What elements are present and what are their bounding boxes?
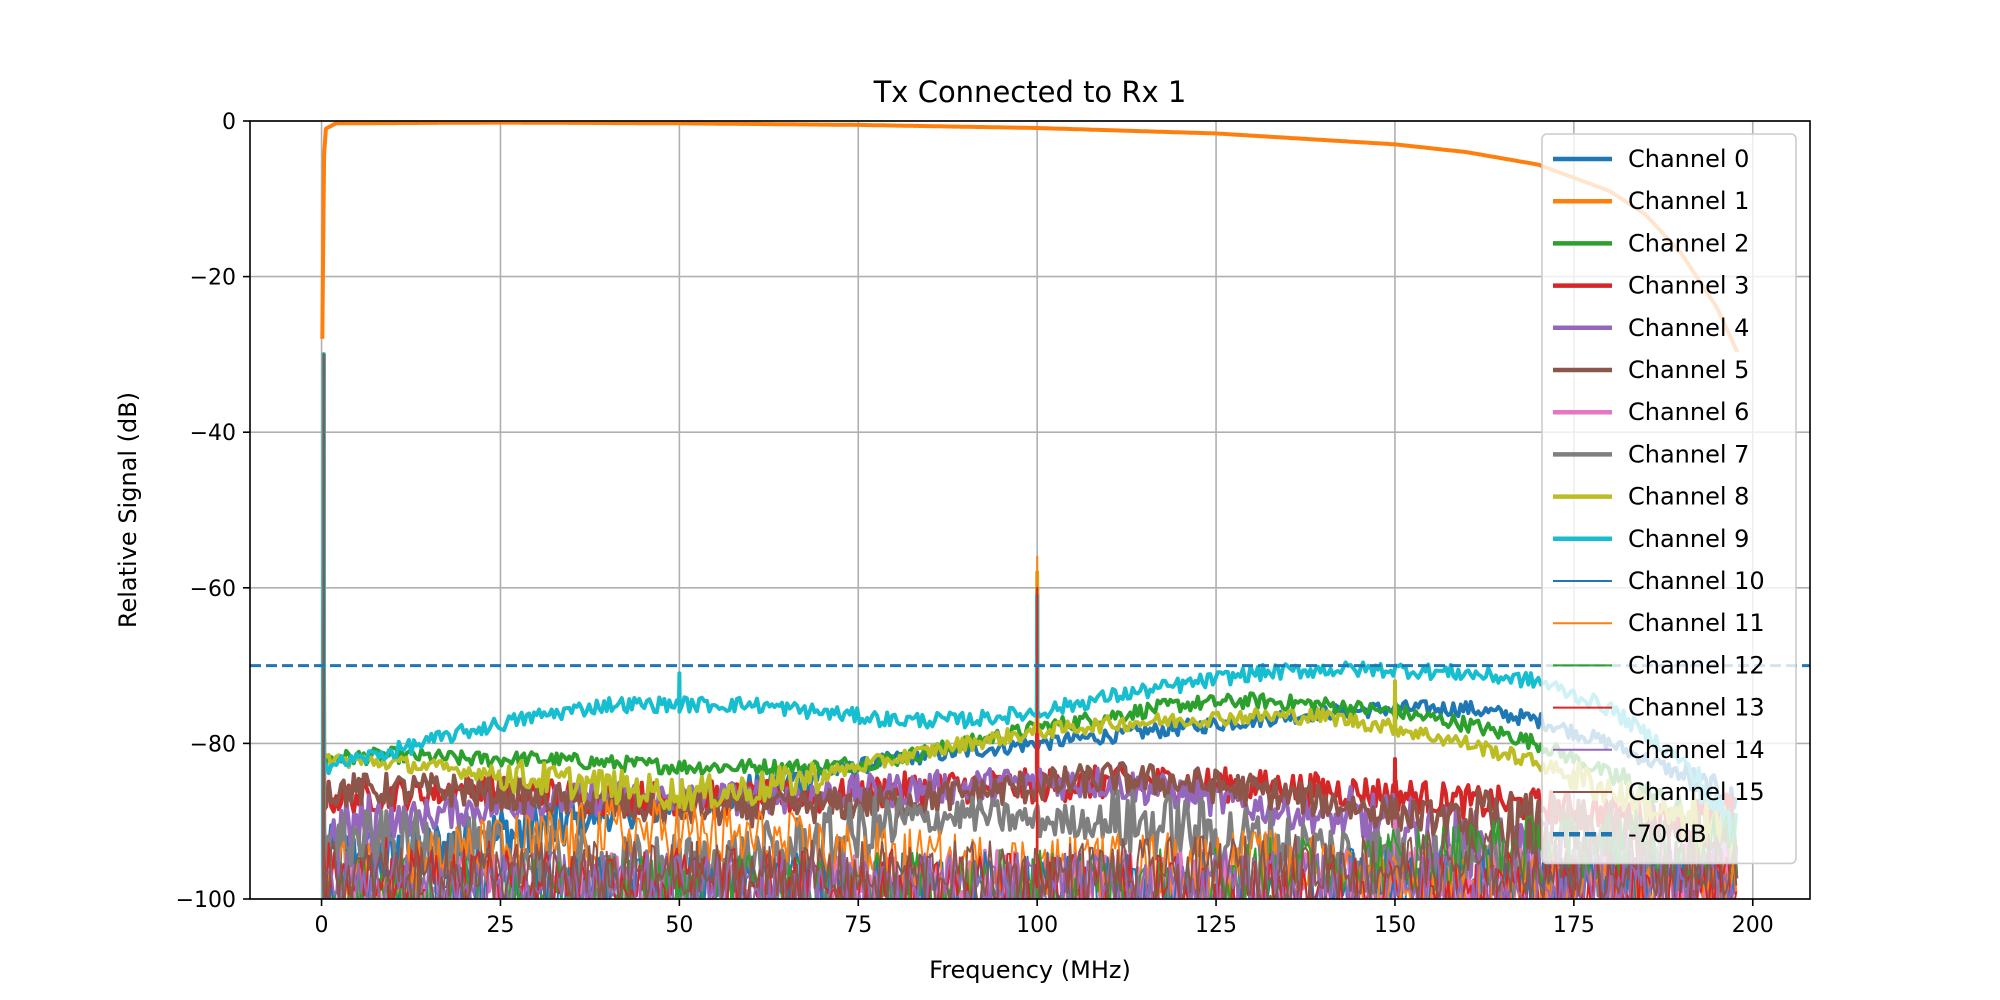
- x-tick-label: 50: [665, 913, 693, 938]
- x-tick-label: 175: [1553, 913, 1595, 938]
- legend-label: Channel 13: [1628, 694, 1765, 722]
- legend-label: Channel 6: [1628, 398, 1749, 426]
- x-tick-label: 25: [486, 913, 514, 938]
- legend-label: -70 dB: [1628, 820, 1707, 848]
- x-tick-label: 150: [1374, 913, 1416, 938]
- legend-label: Channel 9: [1628, 525, 1749, 553]
- y-tick-label: −80: [190, 732, 236, 757]
- legend-label: Channel 11: [1628, 609, 1765, 637]
- legend-box: [1541, 133, 1797, 865]
- series-line-channel-1: [320, 121, 1740, 353]
- series-line-channel-9: [321, 352, 1739, 899]
- chart-title: Tx Connected to Rx 1: [873, 75, 1187, 109]
- plot-frame: [249, 120, 1811, 900]
- y-tick-label: −20: [190, 266, 236, 291]
- y-axis-ticks: 0 −20 −40 −60 −80 −100: [176, 110, 250, 913]
- legend-label: Channel 5: [1628, 356, 1749, 384]
- legend-label: Channel 7: [1628, 440, 1749, 468]
- y-tick-label: −60: [190, 577, 236, 602]
- series-line-channel-13: [322, 353, 1738, 899]
- legend-label: Channel 1: [1628, 187, 1749, 215]
- x-tick-label: 100: [1016, 913, 1058, 938]
- legend-label: Channel 4: [1628, 314, 1749, 342]
- series-layer: [320, 121, 1740, 899]
- legend-label: Channel 3: [1628, 272, 1749, 300]
- legend-label: Channel 10: [1628, 567, 1765, 595]
- x-axis-label: Frequency (MHz): [929, 956, 1131, 984]
- legend-label: Channel 2: [1628, 229, 1749, 257]
- y-tick-label: −40: [190, 421, 236, 446]
- legend-label: Channel 15: [1628, 778, 1765, 806]
- legend: Channel 0 Channel 1 Channel 2 Channel 3 Chan…: [1541, 133, 1797, 865]
- y-tick-label: 0: [222, 110, 236, 135]
- series-line-channel-8: [321, 352, 1738, 899]
- legend-label: Channel 0: [1628, 145, 1749, 173]
- x-tick-label: 200: [1732, 913, 1774, 938]
- x-tick-label: 0: [315, 913, 329, 938]
- y-axis-label: Relative Signal (dB): [114, 392, 142, 628]
- legend-label: Channel 12: [1628, 651, 1765, 679]
- series-line-channel-15: [322, 353, 1738, 899]
- series-line-channel-7: [321, 352, 1738, 899]
- x-axis-ticks: 0 25 50 75 100 125 150 175 200: [315, 899, 1774, 938]
- y-tick-label: −100: [176, 888, 236, 913]
- legend-label: Channel 8: [1628, 483, 1749, 511]
- x-tick-label: 75: [844, 913, 872, 938]
- x-tick-label: 125: [1195, 913, 1237, 938]
- legend-label: Channel 14: [1628, 736, 1765, 764]
